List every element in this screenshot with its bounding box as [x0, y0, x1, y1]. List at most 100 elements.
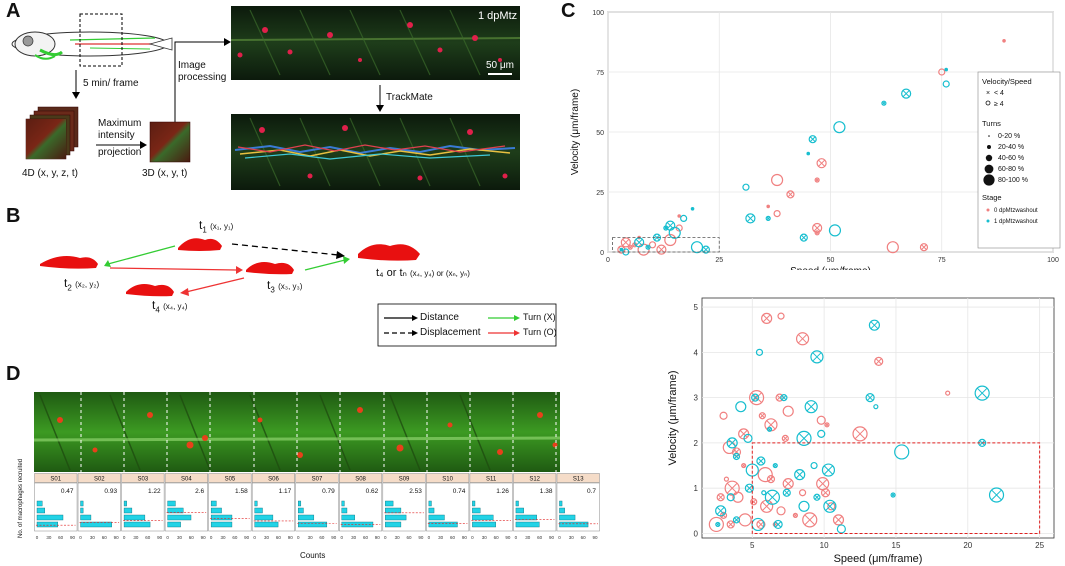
x-tick-label: 25 — [715, 257, 723, 264]
histogram-bar — [428, 514, 445, 521]
point-1-34 — [726, 493, 735, 502]
point-1-15-x2 — [734, 454, 739, 459]
point-1-6 — [806, 151, 811, 156]
histogram-bar — [36, 514, 64, 521]
point-1-3 — [865, 393, 875, 403]
histogram-bar — [341, 521, 374, 528]
t3-label: t3 (x₃, y₃) — [267, 278, 303, 295]
histogram-bar — [123, 521, 151, 528]
x-tick-label: 60 — [450, 535, 456, 540]
histogram-bar — [210, 514, 233, 521]
histogram-bar — [167, 507, 184, 514]
point-0-28 — [732, 491, 744, 503]
point-1-12 — [796, 430, 812, 446]
point-1-13 — [680, 214, 688, 222]
legend-box — [977, 71, 1061, 249]
point-1-23-x2 — [654, 234, 660, 241]
histogram-bar — [254, 507, 263, 514]
chart-legend: Velocity/Speed × < 4 ≥ 4 Turns 0-20 % 20-40 % 4… — [977, 71, 1061, 249]
point-0-3-x2 — [815, 178, 819, 182]
segment-panel-S05: S05 1.58 0 30 60 90 — [208, 473, 252, 540]
segment-value: 0.62 — [366, 488, 379, 495]
point-1-18 — [619, 247, 624, 252]
histogram-bar — [428, 521, 458, 528]
x-tick-label: 30 — [351, 535, 357, 540]
histogram-bar — [80, 521, 112, 528]
panel-label-c: C — [561, 0, 576, 22]
histogram-bar — [80, 514, 92, 521]
x-tick-label: 5 — [750, 541, 755, 550]
point-0-21-x2 — [784, 479, 793, 488]
point-0-26-x2 — [726, 482, 738, 494]
legend-title-stage: Stage — [982, 193, 1002, 202]
histogram-bar — [36, 507, 46, 514]
histogram-bar — [167, 514, 192, 521]
segment-panel-S03: S03 1.22 0 30 60 90 — [121, 473, 165, 540]
point-0-27 — [716, 493, 725, 502]
segment-value: 1.17 — [279, 488, 292, 495]
point-1-6 — [751, 393, 760, 402]
cell-t2 — [40, 256, 98, 269]
label-4d: 4D (x, y, z, t) — [22, 168, 78, 179]
point-1-27 — [782, 488, 791, 497]
legend-title-turns: Turns — [982, 119, 1001, 128]
legend-stage-0: 0 dpMtzwashout — [994, 208, 1038, 214]
segment-value: 0.74 — [453, 488, 466, 495]
histogram-xlabel: Counts — [300, 551, 326, 560]
segment-header — [77, 473, 121, 483]
histogram-bar — [210, 521, 233, 528]
point-0-3 — [874, 356, 884, 366]
point-0-35-x2 — [834, 516, 843, 524]
point-0-33 — [802, 512, 818, 528]
point-1-37 — [751, 517, 765, 532]
histogram-bar — [559, 521, 589, 528]
point-1-21-x2 — [795, 470, 804, 479]
point-1-25 — [761, 490, 767, 496]
cell-t1 — [178, 238, 222, 251]
point-0-6 — [766, 204, 771, 209]
y-tick-label: 75 — [596, 70, 604, 77]
x-tick-label: 0 — [384, 535, 387, 540]
point-1-5-x2 — [809, 136, 816, 143]
x-tick-label: 0 — [428, 535, 431, 540]
point-0-1 — [777, 312, 785, 320]
x-tick-label: 90 — [70, 535, 76, 540]
roi-box — [79, 13, 123, 67]
point-1-7 — [735, 401, 747, 413]
x-tick-label: 90 — [288, 535, 294, 540]
histogram-bar — [515, 521, 540, 528]
point-1-36 — [732, 516, 741, 524]
point-1-18-x2 — [773, 463, 778, 468]
y-axis-label: Velocity (μm/frame) — [570, 89, 581, 175]
point-1-3-x2 — [882, 101, 886, 105]
y-tick-label: 25 — [596, 190, 604, 197]
x-tick-label: 0 — [558, 535, 561, 540]
point-0-5 — [786, 190, 795, 199]
point-0-6 — [775, 393, 784, 402]
segment-header — [382, 473, 426, 483]
histogram-bar — [472, 521, 496, 528]
point-0-38-x2 — [757, 521, 765, 528]
point-1-6-x2 — [807, 152, 810, 155]
micrograph-trackmate — [231, 114, 520, 190]
x-tick-label: 30 — [220, 535, 226, 540]
point-1-20-x2 — [979, 440, 985, 446]
legend-stage-dot-0 — [986, 208, 990, 212]
point-1-12-x2 — [691, 207, 694, 210]
cell-t3 — [246, 262, 294, 275]
point-0-11 — [824, 422, 830, 428]
point-0-24-x2 — [822, 489, 829, 496]
x-tick-label: 30 — [90, 535, 96, 540]
point-1-11 — [799, 233, 808, 242]
point-1-32-x2 — [891, 493, 895, 497]
max-proj-label-3: projection — [98, 147, 142, 158]
point-0-22 — [664, 233, 677, 247]
max-proj-label-2: intensity — [98, 130, 135, 141]
legend-stage-1: 1 dpMtzwashout — [994, 219, 1038, 225]
point-1-26 — [764, 489, 781, 505]
segment-panel-S11: S11 1.26 0 30 60 90 — [469, 473, 513, 540]
point-1-24-x2 — [746, 485, 753, 492]
segment-value: 1.58 — [235, 488, 248, 495]
point-0-13 — [719, 411, 728, 420]
